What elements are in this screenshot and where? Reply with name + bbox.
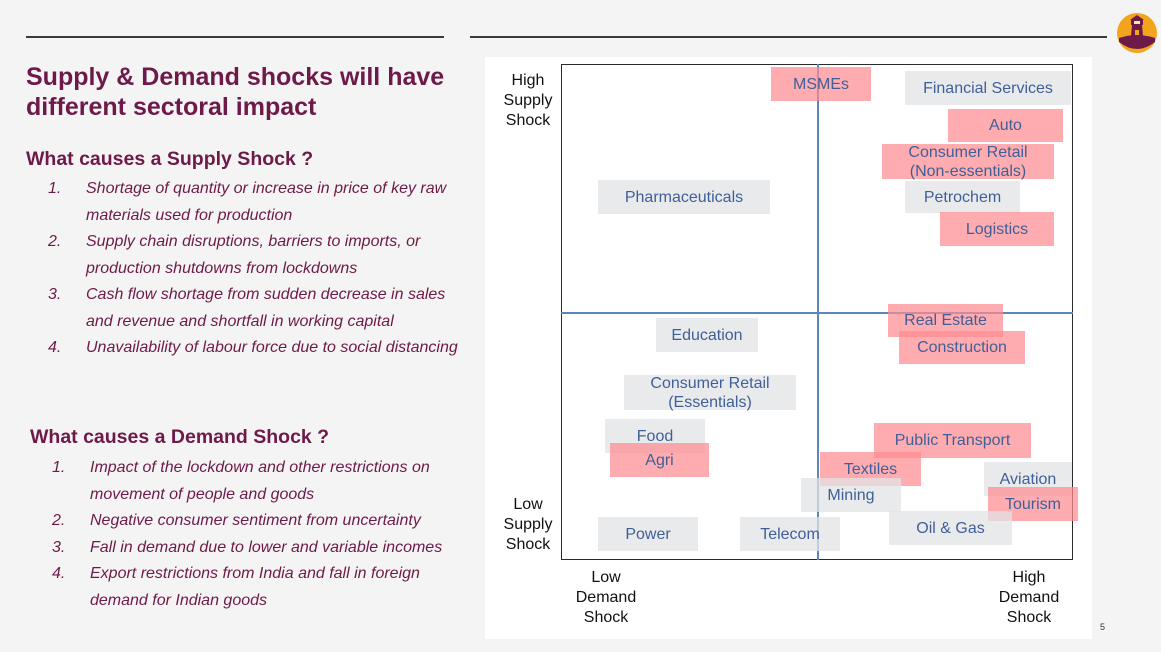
- supply-shock-list: 1. Shortage of quantity or increase in pr…: [48, 176, 468, 362]
- lighthouse-logo-icon: [1117, 13, 1157, 53]
- sector-msmes: MSMEs: [771, 67, 871, 101]
- sector-construction: Construction: [899, 331, 1025, 364]
- axis-label-low-supply: Low Supply Shock: [503, 496, 553, 553]
- page-number: 5: [1100, 622, 1106, 632]
- sector-pharmaceuticals: Pharmaceuticals: [598, 180, 770, 214]
- list-item: 4. Unavailability of labour force due to …: [48, 335, 468, 362]
- sector-education: Education: [656, 318, 758, 352]
- list-item: 1. Shortage of quantity or increase in pr…: [48, 176, 468, 229]
- sector-consumer-retail-non-essentials: Consumer Retail (Non-essentials): [882, 144, 1054, 180]
- list-item-number: 4.: [48, 339, 62, 356]
- list-item: 1. Impact of the lockdown and other restr…: [52, 455, 472, 508]
- list-item: 3. Fall in demand due to lower and variab…: [52, 535, 472, 562]
- list-item-text: Supply chain disruptions, barriers to im…: [86, 233, 421, 277]
- supply-shock-heading: What causes a Supply Shock ?: [26, 148, 314, 170]
- axis-label-high-supply: High Supply Shock: [503, 72, 553, 129]
- demand-shock-heading: What causes a Demand Shock ?: [30, 426, 330, 448]
- list-item-number: 4.: [52, 565, 66, 582]
- sector-telecom: Telecom: [740, 517, 840, 551]
- list-item-number: 1.: [52, 459, 66, 476]
- sector-power: Power: [598, 517, 698, 551]
- axis-label-high-demand: High Demand Shock: [998, 569, 1060, 626]
- list-item-text: Export restrictions from India and fall …: [90, 565, 420, 609]
- axis-label-low-demand: Low Demand Shock: [575, 569, 637, 626]
- slide-title: Supply & Demand shocks will have differe…: [26, 63, 445, 121]
- list-item-text: Cash flow shortage from sudden decrease …: [86, 286, 446, 330]
- list-item: 4. Export restrictions from India and fal…: [52, 561, 472, 614]
- horizontal-axis-line: [561, 312, 1073, 314]
- sector-auto: Auto: [948, 109, 1063, 142]
- list-item-number: 2.: [52, 512, 66, 529]
- list-item-text: Negative consumer sentiment from uncerta…: [90, 512, 421, 529]
- list-item-number: 1.: [48, 180, 62, 197]
- sector-oil-gas: Oil & Gas: [889, 511, 1012, 545]
- list-item-number: 2.: [48, 233, 62, 250]
- list-item: 3. Cash flow shortage from sudden decreas…: [48, 282, 468, 335]
- sector-mining: Mining: [801, 478, 901, 512]
- demand-shock-list: 1. Impact of the lockdown and other restr…: [52, 455, 472, 614]
- sector-logistics: Logistics: [940, 212, 1054, 246]
- list-item-text: Unavailability of labour force due to so…: [86, 339, 458, 356]
- sector-consumer-retail-essentials: Consumer Retail (Essentials): [624, 375, 796, 411]
- list-item: 2. Negative consumer sentiment from uncer…: [52, 508, 472, 535]
- list-item-number: 3.: [48, 286, 62, 303]
- header-rule-right: [470, 36, 1107, 38]
- list-item-text: Fall in demand due to lower and variable…: [90, 538, 443, 556]
- sector-petrochem: Petrochem: [905, 181, 1020, 213]
- list-item-number: 3.: [52, 538, 66, 556]
- list-item-text: Impact of the lockdown and other restric…: [90, 459, 430, 503]
- sector-agri: Agri: [610, 443, 709, 477]
- sector-financial-services: Financial Services: [905, 71, 1071, 105]
- sector-public-transport: Public Transport: [874, 423, 1031, 458]
- header-rule-left: [26, 36, 444, 38]
- list-item-text: Shortage of quantity or increase in pric…: [86, 180, 447, 224]
- list-item: 2. Supply chain disruptions, barriers to …: [48, 229, 468, 282]
